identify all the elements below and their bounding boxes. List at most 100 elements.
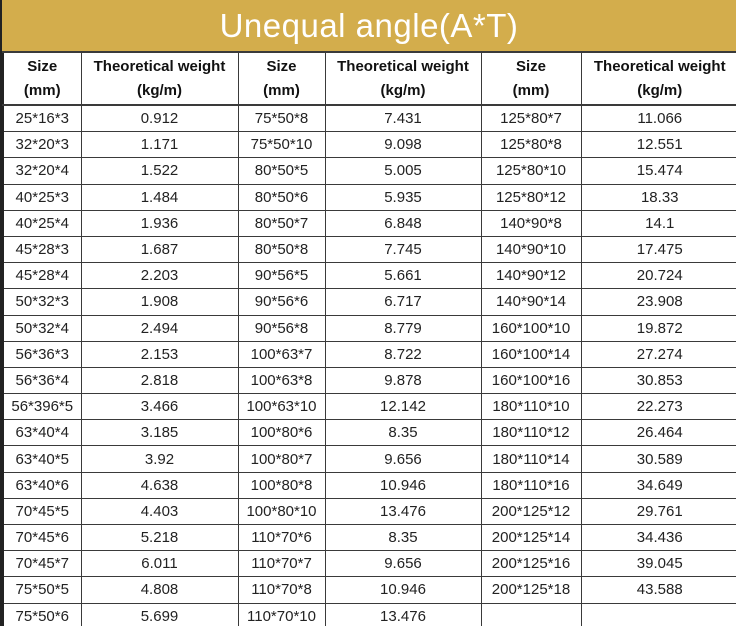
size-cell: 56*36*4 (2, 366, 82, 395)
weight-cell: 2.494 (80, 314, 239, 342)
table-row: 63*40*4 3.185 100*80*6 8.35 180*110*12 26.464 (2, 419, 736, 447)
size-cell: 80*50*5 (237, 157, 326, 185)
size-cell: 100*63*10 (237, 393, 326, 421)
header-size-label: Size (515, 58, 546, 76)
size-cell: 100*80*8 (237, 471, 326, 499)
size-cell: 45*28*4 (2, 262, 82, 290)
header-size-3: Size (mm) (480, 51, 582, 106)
table-row: 50*32*3 1.908 90*56*6 6.717 140*90*14 23.908 (2, 288, 736, 316)
size-cell: 70*45*6 (2, 523, 82, 552)
table-row: 45*28*4 2.203 90*56*5 5.661 140*90*12 20.724 (2, 262, 736, 290)
weight-cell: 13.476 (324, 602, 482, 626)
weight-cell: 9.878 (324, 366, 482, 395)
table-row: 75*50*6 5.699 110*70*10 13.476 (2, 602, 736, 626)
weight-cell: 5.699 (80, 602, 239, 626)
header-size-label: Size (266, 58, 297, 76)
size-cell: 80*50*7 (237, 209, 326, 237)
size-cell: 32*20*3 (2, 131, 82, 159)
table-row: 70*45*6 5.218 110*70*6 8.35 200*125*14 34.436 (2, 523, 736, 552)
table-row: 70*45*7 6.011 110*70*7 9.656 200*125*16 39.04… (2, 550, 736, 578)
size-cell: 180*110*16 (480, 471, 582, 499)
weight-cell: 3.185 (80, 419, 239, 447)
size-cell (480, 602, 582, 626)
size-cell: 180*110*12 (480, 419, 582, 447)
header-weight-unit: (kg/m) (137, 81, 182, 99)
table-row: 75*50*5 4.808 110*70*8 10.946 200*125*18 43.5… (2, 576, 736, 604)
weight-cell: 39.045 (580, 550, 736, 578)
size-cell: 160*100*16 (480, 366, 582, 395)
weight-cell: 1.908 (80, 288, 239, 316)
size-cell: 100*80*6 (237, 419, 326, 447)
weight-cell: 12.142 (324, 393, 482, 421)
weight-cell: 30.853 (580, 366, 736, 395)
table-row: 32*20*4 1.522 80*50*5 5.005 125*80*10 15.474 (2, 157, 736, 185)
weight-cell: 4.403 (80, 497, 239, 526)
table-row: 40*25*3 1.484 80*50*6 5.935 125*80*12 18.33 (2, 183, 736, 211)
weight-cell: 0.912 (80, 104, 239, 133)
size-cell: 40*25*3 (2, 183, 82, 211)
header-size-1: Size (mm) (2, 51, 82, 106)
size-cell: 110*70*6 (237, 523, 326, 552)
header-size-unit: (mm) (263, 81, 300, 99)
weight-cell: 1.171 (80, 131, 239, 159)
weight-cell: 5.935 (324, 183, 482, 211)
size-cell: 160*100*14 (480, 340, 582, 368)
title-banner: Unequal angle(A*T) (2, 0, 736, 51)
weight-cell: 29.761 (580, 497, 736, 526)
weight-cell: 2.153 (80, 340, 239, 368)
size-cell: 100*63*8 (237, 366, 326, 395)
table-header: Size (mm) Theoretical weight (kg/m) Size… (2, 51, 736, 106)
header-weight-unit: (kg/m) (380, 81, 426, 99)
table-row: 50*32*4 2.494 90*56*8 8.779 160*100*10 19.872 (2, 314, 736, 342)
weight-cell: 20.724 (580, 262, 736, 290)
weight-cell: 4.808 (80, 576, 239, 604)
table-row: 45*28*3 1.687 80*50*8 7.745 140*90*10 17.475 (2, 235, 736, 264)
table-row: 70*45*5 4.403 100*80*10 13.476 200*125*12 29.… (2, 497, 736, 526)
header-size-unit: (mm) (512, 81, 550, 99)
size-cell: 125*80*12 (480, 183, 582, 211)
table-row: 25*16*3 0.912 75*50*8 7.431 125*80*7 11.066 (2, 104, 736, 133)
table-row: 56*36*4 2.818 100*63*8 9.878 160*100*16 30.85… (2, 366, 736, 395)
size-cell: 70*45*7 (2, 550, 82, 578)
header-weight-label: Theoretical weight (337, 58, 469, 76)
size-cell: 140*90*8 (480, 209, 582, 237)
weight-cell: 1.522 (80, 157, 239, 185)
size-cell: 75*50*10 (237, 131, 326, 159)
size-cell: 160*100*10 (480, 314, 582, 342)
weight-cell: 30.589 (580, 445, 736, 473)
size-cell: 110*70*8 (237, 576, 326, 604)
weight-cell: 6.011 (80, 550, 239, 578)
header-row: Size (mm) Theoretical weight (kg/m) Size… (2, 51, 736, 106)
weight-cell: 9.656 (324, 550, 482, 578)
weight-cell: 5.661 (324, 262, 482, 290)
weight-cell: 6.717 (324, 288, 482, 316)
weight-cell: 9.656 (324, 445, 482, 473)
size-cell: 200*125*16 (480, 550, 582, 578)
weight-cell: 8.35 (324, 419, 482, 447)
weight-cell: 22.273 (580, 393, 736, 421)
unequal-angle-table: Size (mm) Theoretical weight (kg/m) Size… (2, 51, 736, 626)
size-cell: 200*125*18 (480, 576, 582, 604)
weight-cell: 27.274 (580, 340, 736, 368)
weight-cell (580, 602, 736, 626)
table-row: 56*396*5 3.466 100*63*10 12.142 180*110*10 22… (2, 393, 736, 421)
weight-cell: 26.464 (580, 419, 736, 447)
weight-cell: 6.848 (324, 209, 482, 237)
weight-cell: 8.722 (324, 340, 482, 368)
size-cell: 180*110*10 (480, 393, 582, 421)
weight-cell: 8.779 (324, 314, 482, 342)
weight-cell: 1.484 (80, 183, 239, 211)
weight-cell: 43.588 (580, 576, 736, 604)
weight-cell: 18.33 (580, 183, 736, 211)
size-cell: 125*80*7 (480, 104, 582, 133)
size-cell: 110*70*10 (237, 602, 326, 626)
size-cell: 140*90*10 (480, 235, 582, 264)
size-cell: 50*32*4 (2, 314, 82, 342)
weight-cell: 17.475 (580, 235, 736, 264)
weight-cell: 2.203 (80, 262, 239, 290)
weight-cell: 7.431 (324, 104, 482, 133)
size-cell: 110*70*7 (237, 550, 326, 578)
weight-cell: 2.818 (80, 366, 239, 395)
weight-cell: 10.946 (324, 471, 482, 499)
